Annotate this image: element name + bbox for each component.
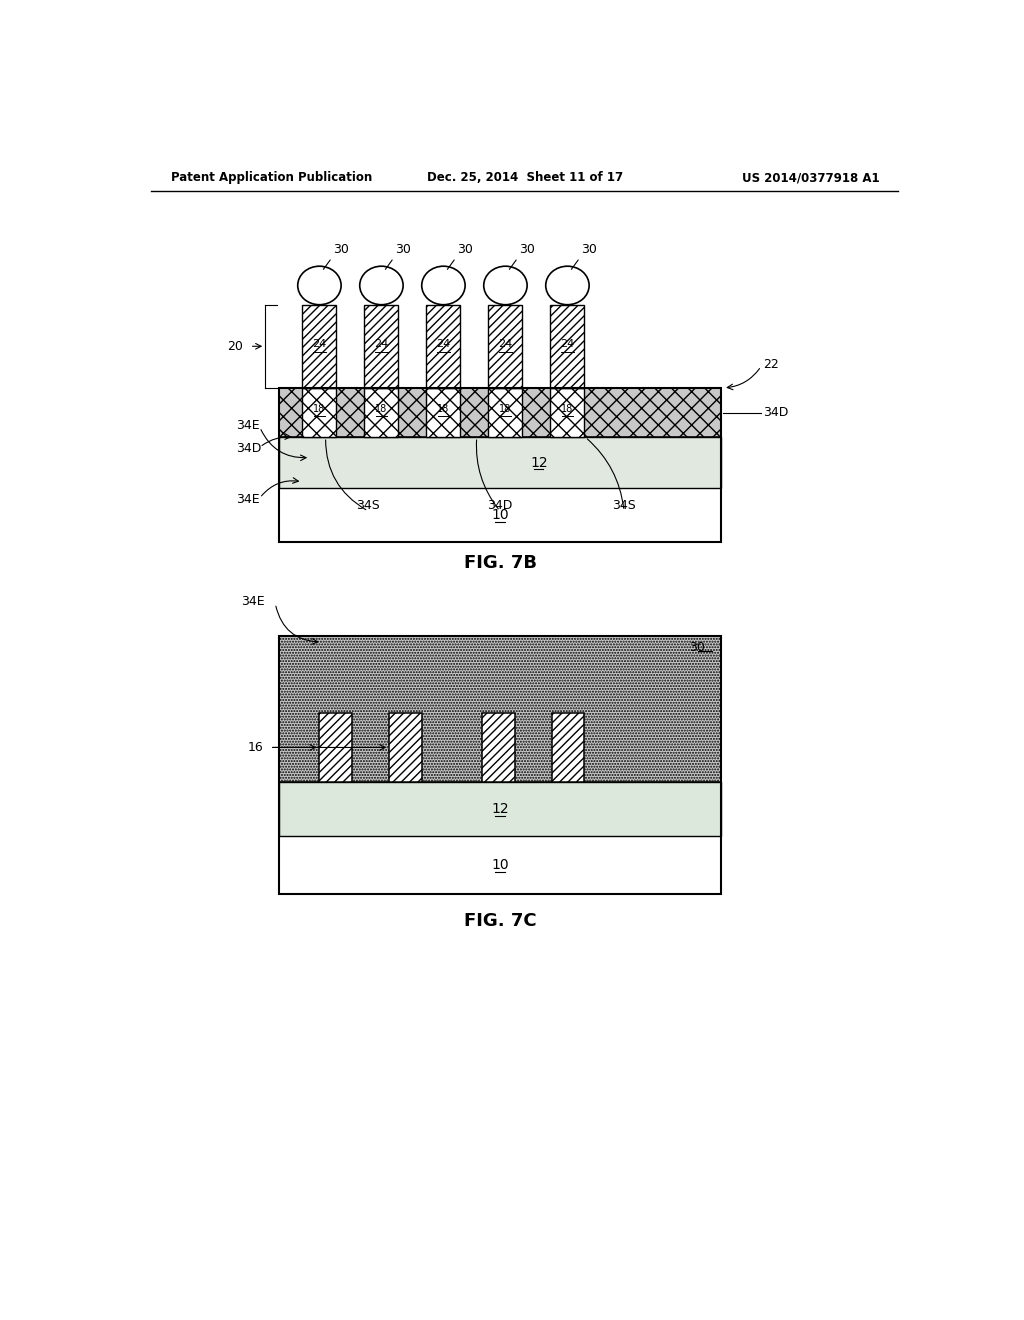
Text: US 2014/0377918 A1: US 2014/0377918 A1 bbox=[742, 172, 880, 185]
Text: 30: 30 bbox=[395, 243, 412, 256]
Text: 18: 18 bbox=[376, 404, 387, 414]
Bar bbox=[552, 713, 585, 781]
Text: 34D: 34D bbox=[764, 407, 788, 418]
Text: 30: 30 bbox=[458, 243, 473, 256]
Text: 34D: 34D bbox=[487, 499, 513, 512]
Text: FIG. 7C: FIG. 7C bbox=[464, 912, 537, 929]
Text: 30: 30 bbox=[689, 640, 706, 653]
Text: 10: 10 bbox=[492, 858, 509, 873]
Bar bbox=[280, 388, 721, 543]
Text: 34E: 34E bbox=[242, 594, 265, 607]
Text: 30: 30 bbox=[519, 243, 536, 256]
Bar bbox=[426, 388, 461, 437]
Text: 24: 24 bbox=[375, 339, 388, 348]
Text: 34E: 34E bbox=[237, 418, 260, 432]
Text: 34S: 34S bbox=[356, 499, 380, 512]
Bar bbox=[280, 636, 721, 781]
Text: 34D: 34D bbox=[237, 442, 262, 455]
Bar bbox=[365, 388, 398, 437]
Text: 34S: 34S bbox=[612, 499, 636, 512]
Bar bbox=[280, 836, 721, 894]
Bar bbox=[280, 437, 721, 488]
Text: 34E: 34E bbox=[237, 492, 260, 506]
Bar bbox=[389, 713, 422, 781]
Text: FIG. 7B: FIG. 7B bbox=[464, 553, 537, 572]
Bar bbox=[550, 305, 585, 388]
Bar bbox=[550, 388, 585, 437]
Text: 12: 12 bbox=[492, 803, 509, 816]
Bar bbox=[482, 713, 515, 781]
Ellipse shape bbox=[483, 267, 527, 305]
Bar bbox=[488, 305, 522, 388]
Bar bbox=[426, 305, 461, 388]
Text: 24: 24 bbox=[499, 339, 513, 348]
Text: 30: 30 bbox=[582, 243, 597, 256]
Ellipse shape bbox=[422, 267, 465, 305]
Text: 18: 18 bbox=[561, 404, 573, 414]
Bar bbox=[365, 305, 398, 388]
Text: 24: 24 bbox=[560, 339, 574, 348]
Text: 12: 12 bbox=[530, 455, 548, 470]
Bar bbox=[280, 388, 721, 437]
Bar bbox=[280, 781, 721, 836]
Text: 18: 18 bbox=[500, 404, 512, 414]
Bar bbox=[319, 713, 352, 781]
Text: Patent Application Publication: Patent Application Publication bbox=[171, 172, 372, 185]
Text: 24: 24 bbox=[436, 339, 451, 348]
Bar bbox=[302, 305, 337, 388]
Ellipse shape bbox=[298, 267, 341, 305]
Bar bbox=[280, 488, 721, 543]
Text: 22: 22 bbox=[764, 358, 779, 371]
Text: 20: 20 bbox=[227, 339, 244, 352]
Text: 10: 10 bbox=[492, 508, 509, 521]
Text: 18: 18 bbox=[313, 404, 326, 414]
Text: 24: 24 bbox=[312, 339, 327, 348]
Ellipse shape bbox=[359, 267, 403, 305]
Text: Dec. 25, 2014  Sheet 11 of 17: Dec. 25, 2014 Sheet 11 of 17 bbox=[427, 172, 623, 185]
Bar bbox=[302, 388, 337, 437]
Ellipse shape bbox=[546, 267, 589, 305]
Bar bbox=[488, 388, 522, 437]
Bar bbox=[280, 636, 721, 894]
Text: 18: 18 bbox=[437, 404, 450, 414]
Text: 16: 16 bbox=[248, 741, 263, 754]
Text: 30: 30 bbox=[334, 243, 349, 256]
